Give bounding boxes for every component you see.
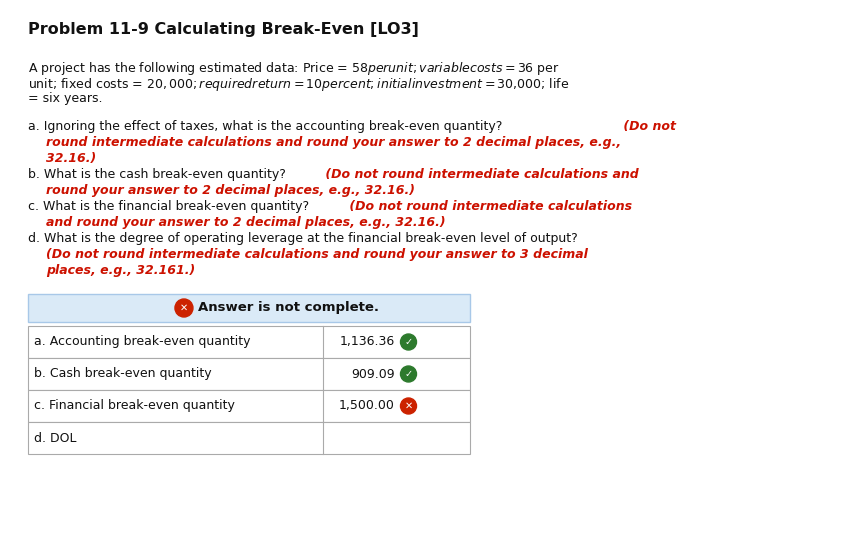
Circle shape bbox=[401, 398, 417, 414]
Text: 1,500.00: 1,500.00 bbox=[339, 400, 395, 412]
Text: ✓: ✓ bbox=[404, 337, 413, 347]
Text: a. Ignoring the effect of taxes, what is the accounting break-even quantity?: a. Ignoring the effect of taxes, what is… bbox=[28, 120, 502, 133]
Text: Problem 11-9 Calculating Break-Even [LO3]: Problem 11-9 Calculating Break-Even [LO3… bbox=[28, 22, 419, 37]
Text: unit; fixed costs = $20,000; required return = 10 percent; initial investment = : unit; fixed costs = $20,000; required re… bbox=[28, 76, 569, 93]
Text: round intermediate calculations and round your answer to 2 decimal places, e.g.,: round intermediate calculations and roun… bbox=[46, 136, 621, 149]
Text: 1,136.36: 1,136.36 bbox=[339, 335, 395, 348]
Circle shape bbox=[401, 366, 417, 382]
Text: 32.16.): 32.16.) bbox=[46, 152, 96, 165]
Bar bbox=[28, 422, 470, 454]
Circle shape bbox=[401, 334, 417, 350]
Text: Answer is not complete.: Answer is not complete. bbox=[198, 301, 379, 314]
Text: ✓: ✓ bbox=[404, 369, 413, 379]
Text: ✕: ✕ bbox=[404, 401, 413, 411]
Text: d. DOL: d. DOL bbox=[34, 431, 76, 444]
Circle shape bbox=[175, 299, 193, 317]
Text: b. Cash break-even quantity: b. Cash break-even quantity bbox=[34, 367, 211, 381]
Text: a. Accounting break-even quantity: a. Accounting break-even quantity bbox=[34, 335, 251, 348]
Text: c. What is the financial break-even quantity?: c. What is the financial break-even quan… bbox=[28, 200, 309, 213]
Text: d. What is the degree of operating leverage at the financial break-even level of: d. What is the degree of operating lever… bbox=[28, 232, 578, 245]
Bar bbox=[28, 294, 470, 322]
Text: 909.09: 909.09 bbox=[351, 367, 395, 381]
Text: A project has the following estimated data: Price = $58 per unit; variable costs: A project has the following estimated da… bbox=[28, 60, 560, 77]
Text: and round your answer to 2 decimal places, e.g., 32.16.): and round your answer to 2 decimal place… bbox=[46, 216, 446, 229]
Text: b. What is the cash break-even quantity?: b. What is the cash break-even quantity? bbox=[28, 168, 286, 181]
Text: (Do not: (Do not bbox=[619, 120, 676, 133]
Text: places, e.g., 32.161.): places, e.g., 32.161.) bbox=[46, 264, 195, 277]
Bar bbox=[28, 358, 470, 390]
Text: (Do not round intermediate calculations and round your answer to 3 decimal: (Do not round intermediate calculations … bbox=[46, 248, 588, 261]
Text: (Do not round intermediate calculations and: (Do not round intermediate calculations … bbox=[321, 168, 639, 181]
Text: round your answer to 2 decimal places, e.g., 32.16.): round your answer to 2 decimal places, e… bbox=[46, 184, 415, 197]
Text: c. Financial break-even quantity: c. Financial break-even quantity bbox=[34, 400, 235, 412]
Text: = six years.: = six years. bbox=[28, 92, 103, 105]
Bar bbox=[28, 326, 470, 358]
Bar bbox=[28, 390, 470, 422]
Text: (Do not round intermediate calculations: (Do not round intermediate calculations bbox=[345, 200, 632, 213]
Text: ✕: ✕ bbox=[180, 303, 188, 313]
